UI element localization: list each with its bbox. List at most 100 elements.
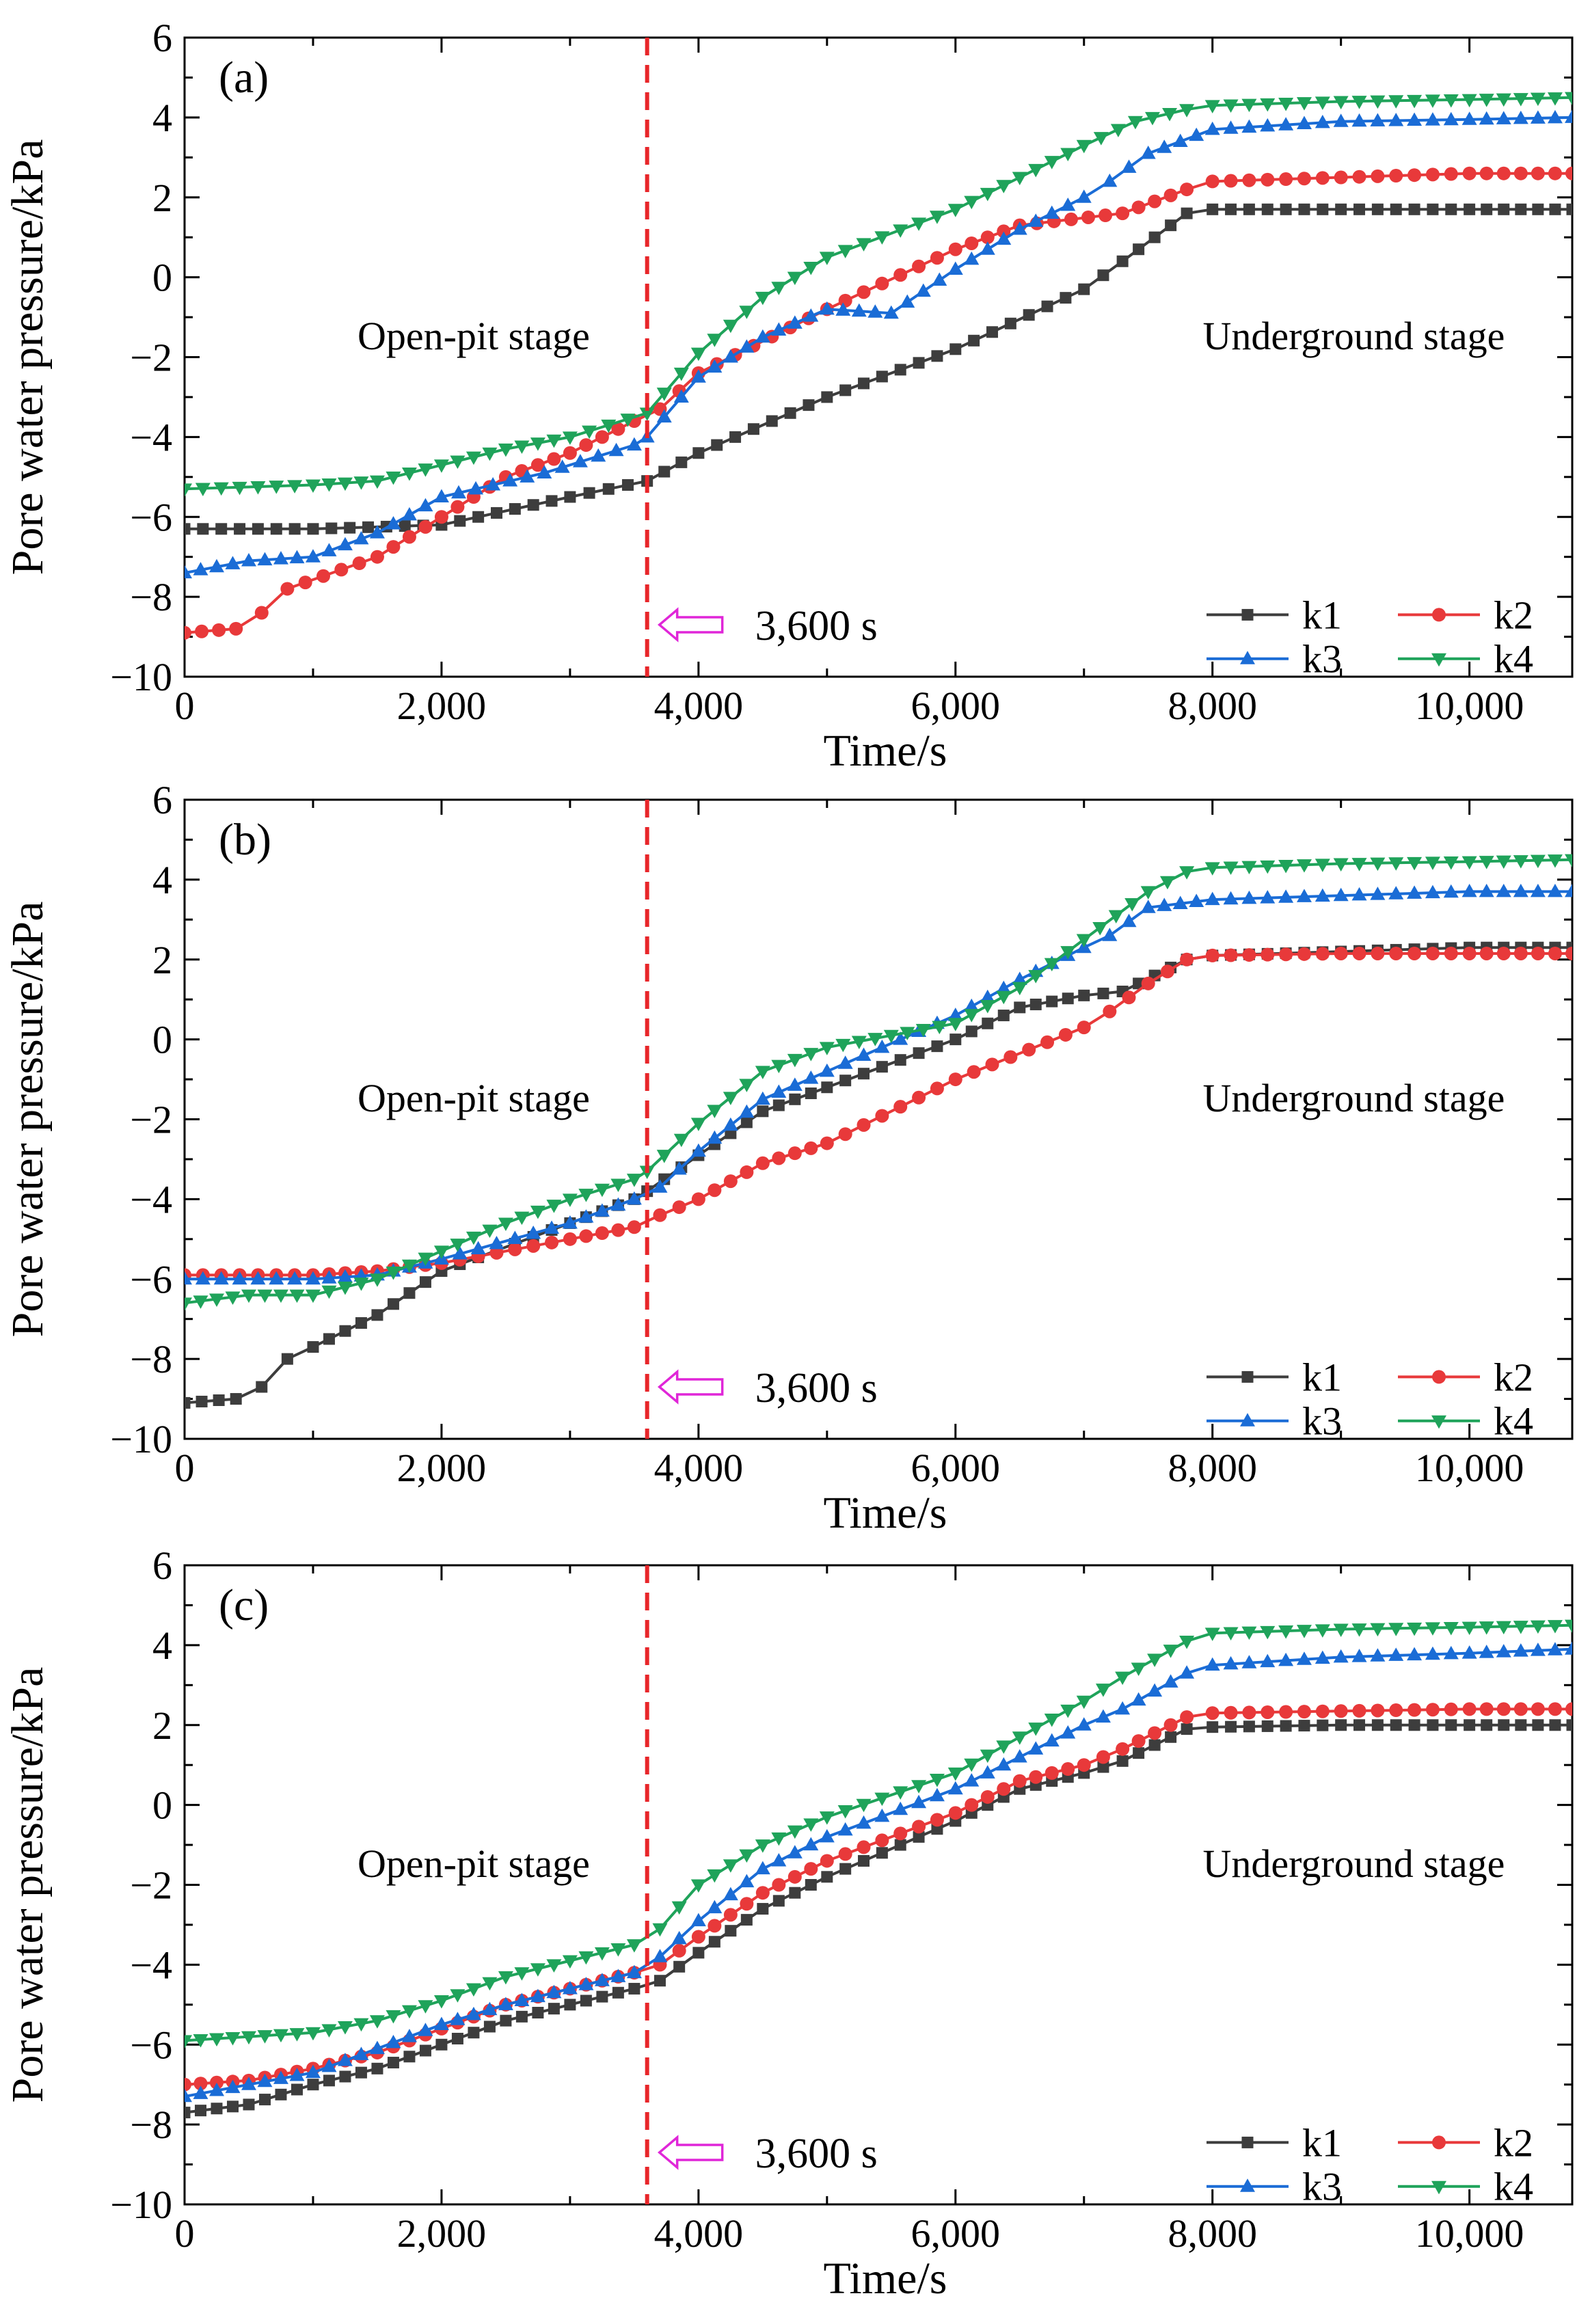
panel-a-point-k4 [1044,156,1060,170]
panel-a-point-k4 [1479,94,1494,107]
panel-b-point-k3 [893,1031,908,1045]
panel-b-point-k3 [1333,887,1349,902]
panel-a-point-k2 [229,621,243,636]
panel-b-point-k1 [949,1033,962,1046]
panel-a-point-k1 [527,499,539,511]
panel-a-point-k1 [1133,243,1145,256]
panel-c-point-k4 [929,1774,945,1787]
panel-b-point-k3 [856,1047,872,1061]
panel-c-point-k3 [1131,1692,1146,1706]
panel-a-point-k4 [1179,104,1195,118]
panel-a-point-k1 [583,487,595,499]
panel-c-point-k2 [1224,1705,1238,1720]
panel-a-point-k2 [1371,169,1385,183]
panel-c-point-k3 [225,2079,241,2094]
panel-c-point-k1 [596,1990,608,2003]
panel-b-point-k4 [996,990,1012,1005]
panel-a-point-k2 [254,606,269,620]
panel-c-point-k3 [321,2058,337,2072]
panel-a-point-k3 [1479,111,1494,125]
panel-c-line-k1 [185,1723,1572,2114]
panel-b-point-k3 [305,1271,321,1285]
panel-c-point-k3 [1163,1674,1178,1688]
panel-c-point-k1 [673,1960,686,1973]
panel-c-point-k2 [1242,1705,1256,1720]
panel-c-point-k1 [789,1887,801,1899]
panel-c-point-k1 [1566,1719,1572,1731]
panel-c-point-k4 [856,1798,872,1813]
panel-c-point-k2 [691,1930,705,1944]
panel-b-point-k1 [387,1298,399,1310]
panel-c-point-k4 [514,1967,530,1981]
panel-b-point-k1 [772,1099,785,1111]
panel-c-point-k4 [1095,1684,1111,1697]
panel-c-point-k2 [857,1840,871,1854]
panel-c-point-k1 [1207,1721,1219,1733]
panel-c-point-k1 [1148,1739,1161,1751]
panel-a-y-axis-title: Pore water pressure/kPa [3,139,53,576]
panel-a-point-k3 [1140,145,1156,159]
panel-b-point-k2 [1058,1027,1073,1042]
panel-c-point-k3 [739,1874,755,1888]
panel-b-point-k4 [498,1217,513,1231]
panel-b-point-k1 [256,1381,268,1393]
panel-c-legend-marker-k2 [1432,2135,1446,2150]
panel-a-point-k4 [1028,163,1044,178]
panel-a-x-tick-label: 6,000 [911,684,1001,728]
panel-a-x-tick-label: 8,000 [1168,684,1257,728]
panel-b-point-k3 [1547,883,1563,897]
panel-a-series-k4 [185,92,1572,497]
panel-a-point-k2 [1407,168,1422,183]
panel-a-point-k4 [723,319,738,334]
panel-a-point-k1 [270,523,282,535]
panel-c-point-k1 [226,2100,239,2113]
panel-c-point-k3 [1012,1749,1027,1763]
panel-b-y-tick-label: −6 [130,1257,172,1301]
panel-a-point-k4 [530,437,545,451]
panel-c-point-k4 [1115,1671,1131,1686]
panel-c-point-k1 [1481,1719,1493,1731]
panel-a-point-k4 [947,204,963,217]
panel-b-point-k4 [241,1289,256,1303]
panel-a-point-k1 [675,456,688,468]
panel-a-point-k4 [620,414,636,427]
panel-a-point-k4 [1315,96,1330,110]
panel-a-point-k1 [1498,203,1510,215]
panel-c-point-k3 [626,1964,642,1979]
panel-a-point-k3 [819,301,835,315]
panel-a-point-k3 [369,525,385,539]
panel-a-point-k4 [874,231,890,245]
panel-b-point-k4 [273,1289,288,1303]
panel-a-point-k3 [337,537,353,551]
panel-b-point-k2 [740,1165,754,1179]
panel-a-point-k3 [353,530,369,545]
panel-c-point-k3 [1179,1665,1195,1679]
panel-c-point-k3 [803,1837,819,1851]
panel-b-arrow-icon [657,1369,724,1405]
panel-a-point-k3 [1333,113,1349,127]
panel-c-x-tick-label: 10,000 [1415,2211,1524,2256]
panel-c-point-k2 [1180,1710,1194,1725]
panel-c-point-k3 [1278,1652,1294,1666]
panel-b-y-tick-label: 0 [152,1018,172,1062]
panel-a-point-k2 [386,540,401,554]
panel-a-point-k1 [1408,203,1420,215]
panel-a-point-k1 [729,431,742,443]
panel-b-point-k2 [579,1229,593,1243]
panel-c-point-k3 [893,1801,908,1815]
panel-c-y-tick-label: −4 [130,1943,172,1987]
panel-c-point-k1 [1464,1719,1476,1731]
panel-a-point-k4 [269,481,284,494]
panel-c-point-k1 [1353,1719,1366,1731]
panel-b-point-k3 [1189,893,1204,908]
panel-b-y-tick-label: −10 [110,1417,172,1461]
panel-c-legend-marker-k3 [1240,2178,1255,2192]
panel-c-legend-marker-k1 [1241,2136,1254,2148]
panel-c-point-k3 [514,1992,530,2006]
panel-c-point-k2 [1513,1702,1528,1716]
panel-c-point-k3 [1565,1641,1572,1655]
panel-a-point-k3 [257,552,273,566]
panel-b-point-k4 [610,1178,626,1192]
panel-a-point-k2 [1163,188,1178,202]
panel-c-point-k2 [755,1886,770,1900]
